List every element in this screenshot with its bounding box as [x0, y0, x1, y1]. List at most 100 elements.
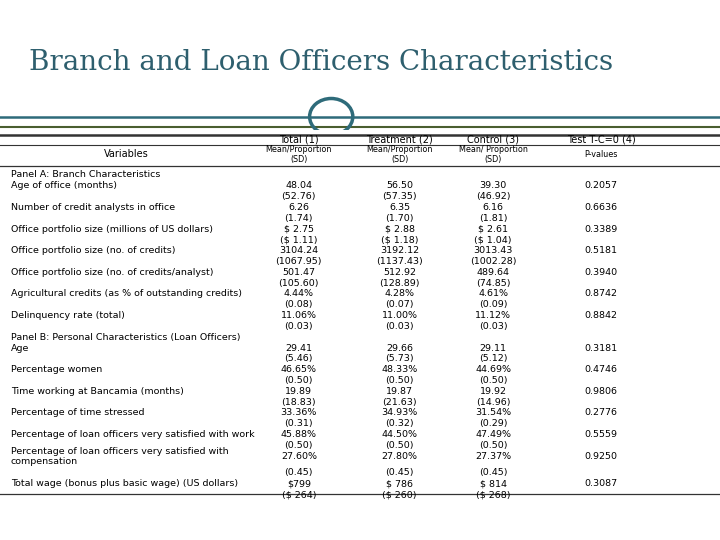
Text: 0.5559: 0.5559	[585, 430, 618, 439]
Text: (105.60): (105.60)	[279, 279, 319, 288]
Text: 19.87: 19.87	[386, 387, 413, 396]
Text: ($ 268): ($ 268)	[476, 490, 510, 499]
Text: Mean/ Proportion
(SD): Mean/ Proportion (SD)	[459, 145, 528, 164]
Text: (0.03): (0.03)	[385, 322, 414, 331]
Text: (14.96): (14.96)	[476, 397, 510, 407]
Text: 11.00%: 11.00%	[382, 311, 418, 320]
Text: (1137.43): (1137.43)	[377, 257, 423, 266]
Text: Agricultural credits (as % of outstanding credits): Agricultural credits (as % of outstandin…	[11, 289, 242, 299]
Text: 0.8742: 0.8742	[585, 289, 618, 299]
Text: 56.50: 56.50	[386, 181, 413, 190]
Text: 0.3940: 0.3940	[585, 268, 618, 277]
Text: Percentage women: Percentage women	[11, 365, 102, 374]
Text: Control (3): Control (3)	[467, 134, 519, 144]
Text: (0.07): (0.07)	[385, 300, 414, 309]
Text: ($ 1.04): ($ 1.04)	[474, 235, 512, 245]
Text: 44.50%: 44.50%	[382, 430, 418, 439]
Text: ($ 260): ($ 260)	[382, 490, 417, 499]
Text: 48.04: 48.04	[285, 181, 312, 190]
Text: $ 786: $ 786	[386, 480, 413, 488]
Text: (18.83): (18.83)	[282, 397, 316, 407]
Text: Test T-C=0 (4): Test T-C=0 (4)	[567, 134, 636, 144]
Text: Age: Age	[11, 343, 30, 353]
Text: 0.3389: 0.3389	[585, 225, 618, 233]
Text: (0.03): (0.03)	[479, 322, 508, 331]
Text: (74.85): (74.85)	[476, 279, 510, 288]
Text: 31.54%: 31.54%	[475, 408, 511, 417]
Text: Office portfolio size (no. of credits/analyst): Office portfolio size (no. of credits/an…	[11, 268, 213, 277]
Text: (57.35): (57.35)	[382, 192, 417, 201]
Text: (5.73): (5.73)	[385, 354, 414, 363]
Text: 6.16: 6.16	[482, 203, 504, 212]
Text: ($ 1.11): ($ 1.11)	[280, 235, 318, 245]
Text: ($ 1.18): ($ 1.18)	[381, 235, 418, 245]
Text: 0.3181: 0.3181	[585, 343, 618, 353]
Text: 45.88%: 45.88%	[281, 430, 317, 439]
Text: 33.36%: 33.36%	[281, 408, 317, 417]
Text: Time working at Bancamia (months): Time working at Bancamia (months)	[11, 387, 184, 396]
Text: 27.37%: 27.37%	[475, 451, 511, 461]
Text: (0.09): (0.09)	[479, 300, 508, 309]
Text: 6.26: 6.26	[288, 203, 310, 212]
Text: Mean/Proportion
(SD): Mean/Proportion (SD)	[366, 145, 433, 164]
Text: (1.70): (1.70)	[385, 214, 414, 222]
Text: (5.12): (5.12)	[479, 354, 508, 363]
Text: 0.6636: 0.6636	[585, 203, 618, 212]
Text: (0.32): (0.32)	[385, 419, 414, 428]
Text: Treatment (2): Treatment (2)	[366, 134, 433, 144]
Text: Office portfolio size (millions of US dollars): Office portfolio size (millions of US do…	[11, 225, 213, 233]
Text: (0.31): (0.31)	[284, 419, 313, 428]
Text: (0.50): (0.50)	[385, 376, 414, 385]
Text: Percentage of loan officers very satisfied with work: Percentage of loan officers very satisfi…	[11, 430, 254, 439]
Text: (0.45): (0.45)	[284, 469, 313, 477]
Text: 0.9250: 0.9250	[585, 451, 618, 461]
Text: (52.76): (52.76)	[282, 192, 316, 201]
Text: (46.92): (46.92)	[476, 192, 510, 201]
Text: (0.03): (0.03)	[284, 322, 313, 331]
Text: Age of office (months): Age of office (months)	[11, 181, 117, 190]
Text: 34.93%: 34.93%	[382, 408, 418, 417]
Text: 4.61%: 4.61%	[478, 289, 508, 299]
Text: (0.45): (0.45)	[479, 469, 508, 477]
Text: (1.74): (1.74)	[284, 214, 313, 222]
Text: (5.46): (5.46)	[284, 354, 313, 363]
Text: 6.35: 6.35	[389, 203, 410, 212]
Text: Total (1): Total (1)	[279, 134, 319, 144]
Text: 0.3087: 0.3087	[585, 480, 618, 488]
Text: P-values: P-values	[585, 150, 618, 159]
Text: (0.50): (0.50)	[284, 441, 313, 450]
Text: 0.5181: 0.5181	[585, 246, 618, 255]
Text: (0.50): (0.50)	[284, 376, 313, 385]
Text: 48.33%: 48.33%	[382, 365, 418, 374]
Text: $ 2.61: $ 2.61	[478, 225, 508, 233]
Text: (0.29): (0.29)	[479, 419, 508, 428]
Text: 27.60%: 27.60%	[281, 451, 317, 461]
Text: Variables: Variables	[104, 150, 148, 159]
Text: (128.89): (128.89)	[379, 279, 420, 288]
Text: 4.44%: 4.44%	[284, 289, 314, 299]
Text: 47.49%: 47.49%	[475, 430, 511, 439]
Text: 19.89: 19.89	[285, 387, 312, 396]
Text: 3104.24: 3104.24	[279, 246, 318, 255]
Text: 512.92: 512.92	[383, 268, 416, 277]
Text: $ 2.88: $ 2.88	[384, 225, 415, 233]
Text: 39.30: 39.30	[480, 181, 507, 190]
Text: Office portfolio size (no. of credits): Office portfolio size (no. of credits)	[11, 246, 175, 255]
Text: $799: $799	[287, 480, 311, 488]
Text: 0.2776: 0.2776	[585, 408, 618, 417]
Text: (0.50): (0.50)	[385, 441, 414, 450]
Text: 19.92: 19.92	[480, 387, 507, 396]
Text: Panel A: Branch Characteristics: Panel A: Branch Characteristics	[11, 171, 160, 179]
Text: Total wage (bonus plus basic wage) (US dollars): Total wage (bonus plus basic wage) (US d…	[11, 480, 238, 488]
Text: $ 2.75: $ 2.75	[284, 225, 314, 233]
Text: (1.81): (1.81)	[479, 214, 508, 222]
Text: Percentage of loan officers very satisfied with
compensation: Percentage of loan officers very satisfi…	[11, 447, 228, 465]
Text: 11.06%: 11.06%	[281, 311, 317, 320]
Text: 11.12%: 11.12%	[475, 311, 511, 320]
Text: (0.50): (0.50)	[479, 376, 508, 385]
Text: Branch and Loan Officers Characteristics: Branch and Loan Officers Characteristics	[29, 49, 613, 76]
Text: (0.45): (0.45)	[385, 469, 414, 477]
Text: Panel B: Personal Characteristics (Loan Officers): Panel B: Personal Characteristics (Loan …	[11, 333, 240, 342]
Text: Mean/Proportion
(SD): Mean/Proportion (SD)	[266, 145, 332, 164]
Text: 489.64: 489.64	[477, 268, 510, 277]
